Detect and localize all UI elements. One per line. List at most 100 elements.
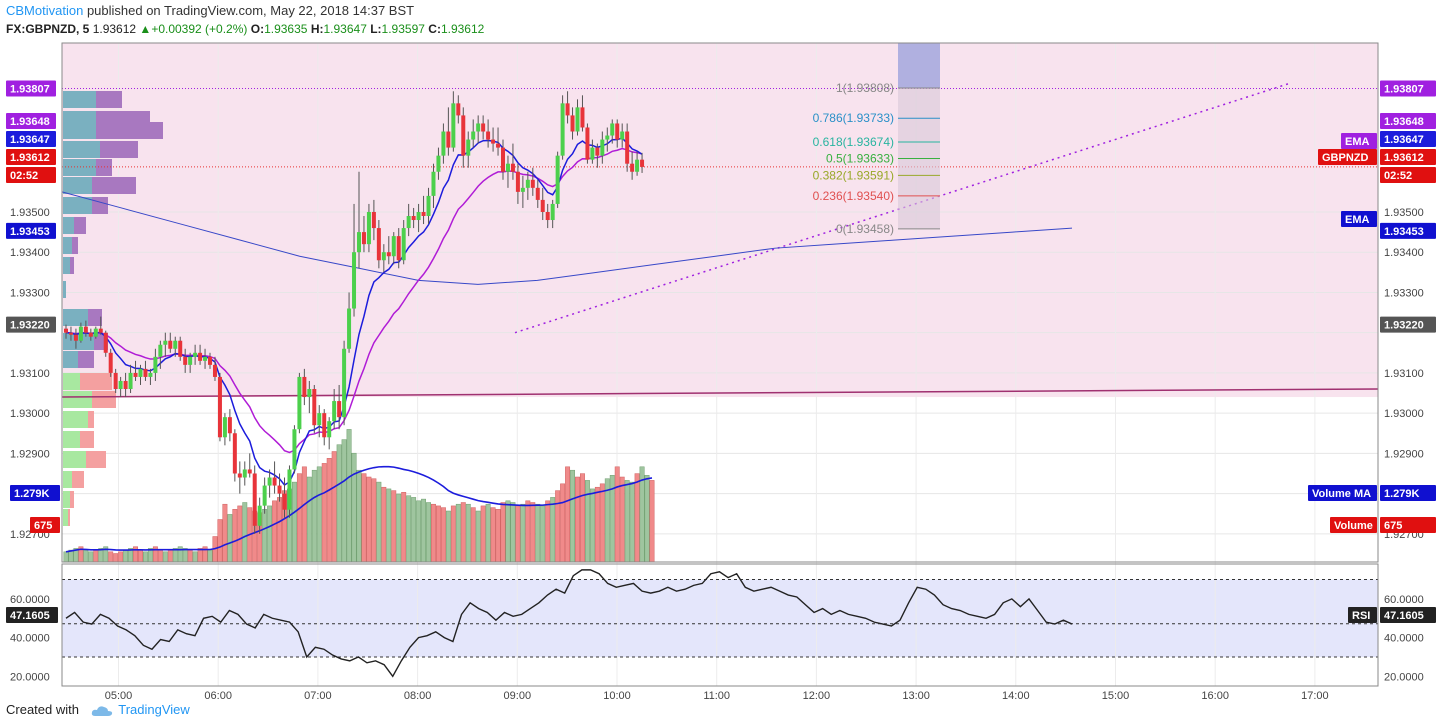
candle-body [436,155,441,172]
volume-profile-down-bar [78,351,94,368]
volume-bar [123,549,129,563]
low-value: 1.93597 [381,22,425,36]
candle-body [292,429,297,470]
volume-axis-badge-left: 675 [34,520,52,532]
volume-bar [416,500,422,563]
y-tick-label-right: 1.92900 [1384,448,1424,460]
price-axis-badge-left-bg [6,316,56,333]
volume-bar [490,507,496,563]
volume-profile-up-bar [63,257,70,274]
price-axis-badge-left: 1.93612 [10,152,50,164]
volume-profile-up-bar [63,159,96,176]
candle-body [520,187,525,192]
ema-fast-line [65,137,643,486]
candle-body [600,139,605,156]
candle-body [431,171,436,196]
publish-info: CBMotivation published on TradingView.co… [6,3,414,18]
volume-bar [634,473,640,563]
candle-body [406,216,411,229]
candle-body [366,211,371,245]
volume-bar [431,503,436,563]
tradingview-cloud-icon [91,705,112,716]
publish-text: published on TradingView.com, May 22, 20… [86,3,415,18]
ema-long-series-badge-bg [1341,211,1377,227]
candle-body [441,131,446,156]
x-tick-label: 06:00 [204,690,232,702]
candle-body [123,380,128,389]
volume-series-badge-bg [1330,517,1377,533]
volume-profile-down-bar [68,509,70,526]
candle-body [610,123,615,136]
volume-bar [570,469,575,563]
price-axis-badge-left: 1.93453 [10,226,50,238]
candle-body [312,389,317,426]
volume-bar [326,458,332,563]
price-axis-badge-bg [1380,113,1436,129]
candle-body [203,356,208,361]
volume-bar [599,483,605,563]
candle-body [481,123,486,132]
candle-body [257,505,262,526]
y-tick-label-right: 1.93100 [1384,368,1424,380]
volume-bar [445,510,451,563]
candle-body [133,372,138,377]
price-axis-badge-left-bg [6,222,56,239]
volume-ma-line [65,465,653,553]
author-link[interactable]: CBMotivation [6,3,84,18]
candle-body [347,308,352,349]
volume-profile-down-bar [92,197,108,214]
candle-body [396,236,401,261]
candle-body [208,356,213,365]
volume-profile-down-bar [96,159,112,176]
volume-series-badge: Volume [1334,520,1373,532]
volume-bar [555,490,561,563]
volume-bar [232,509,238,563]
volume-bar [366,476,372,563]
price-pane-border [61,42,1379,563]
rsi-axis-badge-left: 47.1605 [10,610,50,622]
volume-ma-axis-badge-left-bg [10,485,60,501]
candle-body [371,211,376,229]
volume-bar [515,505,521,563]
price-axis-badge: 1.93647 [1384,134,1424,146]
candle-body [118,380,123,389]
candle-body [88,332,93,337]
candle-body [64,328,68,333]
candle-body [540,199,545,212]
candle-body [342,348,347,418]
candle-body [421,211,426,216]
volume-bar [470,507,476,563]
symbol-name[interactable]: FX:GBPNZD, 5 [6,22,90,36]
candle-body [486,131,491,140]
open-value: 1.93635 [264,22,308,36]
price-axis-badge: 02:52 [1384,170,1412,182]
candle-body [640,159,645,167]
candle-body [272,477,277,486]
volume-ma-axis-badge-bg [1380,485,1436,501]
fib-level-label: 0.786(1.93733) [813,111,894,125]
volume-profile-up-bar [63,122,96,139]
up-arrow-icon: ▲ [139,22,152,36]
tradingview-link[interactable]: TradingView [118,702,190,717]
price-axis-badge: 1.93612 [1384,152,1424,164]
volume-profile-down-bar [96,122,163,139]
candle-body [585,127,590,160]
candle-body [491,139,496,144]
y-tick-label-right: 1.93300 [1384,287,1424,299]
volume-bar [584,480,590,563]
candle-body [232,433,237,474]
candle-body [356,232,361,253]
volume-bar [93,549,99,563]
volume-bar [83,549,89,563]
volume-profile-up-bar [63,491,70,508]
trend-line [514,82,1291,334]
volume-bar [560,483,566,563]
volume-bar [644,475,650,563]
volume-bar [306,476,312,563]
x-tick-label: 09:00 [504,690,532,702]
candle-body [267,477,272,486]
footer: Created with TradingView [6,702,190,717]
volume-bar [575,476,580,563]
candle-body [193,352,198,357]
